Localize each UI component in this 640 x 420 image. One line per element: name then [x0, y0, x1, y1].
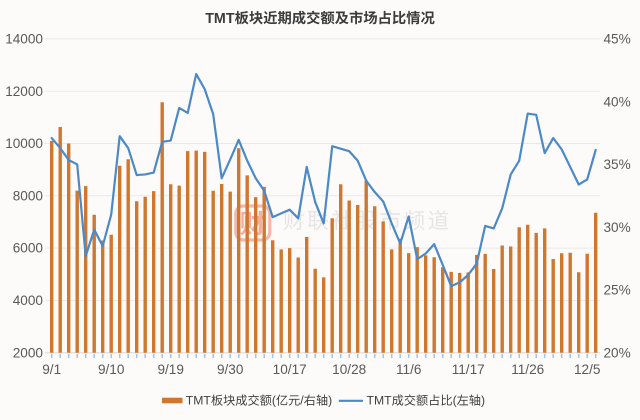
svg-text:9/19: 9/19	[157, 362, 183, 377]
svg-text:9/1: 9/1	[42, 362, 61, 377]
svg-text:14000: 14000	[5, 32, 43, 47]
svg-text:20%: 20%	[604, 345, 631, 360]
svg-text:11/26: 11/26	[511, 362, 544, 377]
svg-text:): )	[328, 394, 332, 408]
svg-text:35%: 35%	[604, 157, 631, 172]
svg-text:6000: 6000	[13, 241, 44, 256]
svg-text:): )	[481, 394, 485, 408]
svg-text:(: (	[272, 394, 276, 408]
svg-text:TMT: TMT	[186, 394, 212, 408]
svg-text:9/10: 9/10	[98, 362, 125, 377]
svg-text:45%: 45%	[604, 32, 631, 47]
svg-text:12/5: 12/5	[574, 362, 600, 377]
svg-text:40%: 40%	[604, 94, 631, 109]
svg-text:TMT: TMT	[367, 394, 393, 408]
svg-text:4000: 4000	[13, 293, 44, 308]
svg-text:8000: 8000	[13, 188, 44, 203]
svg-text:11/17: 11/17	[452, 362, 485, 377]
svg-text:10000: 10000	[5, 136, 43, 151]
svg-text:TMT: TMT	[205, 11, 235, 27]
svg-text:2000: 2000	[13, 345, 44, 360]
svg-text:11/6: 11/6	[396, 362, 421, 377]
svg-text:(: (	[453, 394, 457, 408]
svg-text:9/30: 9/30	[217, 362, 244, 377]
svg-text:12000: 12000	[5, 84, 43, 99]
svg-text:10/17: 10/17	[273, 362, 307, 377]
svg-text:30%: 30%	[604, 220, 631, 235]
svg-text:/: /	[300, 394, 304, 408]
svg-text:25%: 25%	[604, 283, 631, 298]
svg-text:10/28: 10/28	[332, 362, 366, 377]
